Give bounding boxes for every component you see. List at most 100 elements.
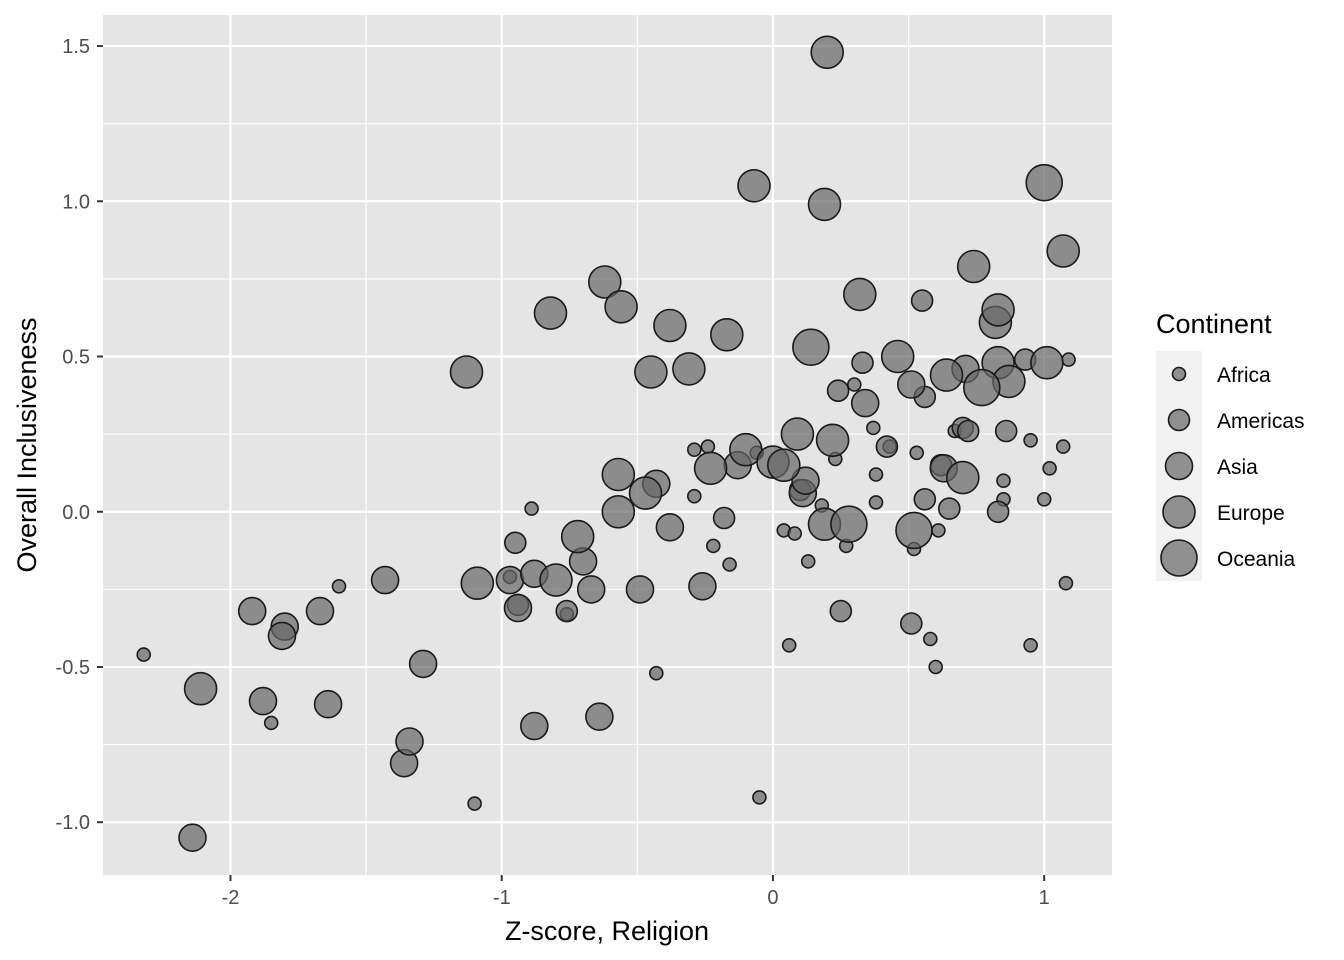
data-point xyxy=(791,466,820,496)
data-point xyxy=(555,599,579,623)
data-point xyxy=(956,249,991,284)
data-point xyxy=(913,487,937,511)
data-point xyxy=(994,419,1018,443)
data-point xyxy=(539,563,573,597)
data-point xyxy=(846,377,862,392)
data-point xyxy=(370,565,400,595)
data-point xyxy=(896,370,926,399)
data-point xyxy=(1025,163,1063,202)
major-gridlines xyxy=(103,15,1112,875)
y-axis-title: Overall Inclusiveness xyxy=(12,317,42,572)
data-point xyxy=(503,531,527,555)
data-point xyxy=(1042,460,1057,476)
data-point xyxy=(533,296,568,330)
data-point xyxy=(585,702,614,732)
data-point xyxy=(829,599,853,623)
data-point xyxy=(560,519,595,554)
y-tick-label: 1.5 xyxy=(62,36,90,58)
data-point xyxy=(519,711,549,741)
data-point xyxy=(868,495,884,510)
x-axis: -2 -1 0 1 xyxy=(222,875,1050,909)
data-point xyxy=(688,571,717,601)
data-point xyxy=(910,289,934,312)
data-point xyxy=(981,293,1015,327)
data-point xyxy=(601,457,636,492)
data-point xyxy=(937,497,961,520)
data-point xyxy=(408,649,438,679)
data-point xyxy=(945,460,980,495)
data-point xyxy=(810,35,845,70)
data-point xyxy=(752,790,767,805)
data-point xyxy=(653,308,687,343)
data-point xyxy=(672,352,706,386)
legend-key-symbol xyxy=(1171,366,1187,382)
legend-label: Africa xyxy=(1217,364,1271,387)
data-point xyxy=(686,442,702,458)
data-point xyxy=(648,665,664,681)
legend-label: Americas xyxy=(1217,410,1305,433)
x-tick-label: 0 xyxy=(767,887,778,909)
data-point xyxy=(868,467,884,482)
legend-label: Asia xyxy=(1217,456,1258,479)
data-point xyxy=(842,277,877,312)
data-point xyxy=(1061,352,1076,367)
data-point xyxy=(601,494,636,529)
data-point xyxy=(931,523,946,538)
data-point xyxy=(709,317,744,352)
data-point xyxy=(331,578,347,594)
data-point xyxy=(495,565,525,595)
data-point xyxy=(722,557,737,572)
x-tick-label: -1 xyxy=(493,887,511,909)
y-tick-label: -0.5 xyxy=(56,657,90,679)
legend-key-symbol xyxy=(1167,408,1191,432)
data-point xyxy=(787,526,803,541)
data-point xyxy=(922,631,938,647)
data-point xyxy=(1023,432,1038,448)
x-axis-title: Z-score, Religion xyxy=(505,916,709,946)
data-point xyxy=(792,328,830,367)
data-point xyxy=(686,488,702,504)
data-point xyxy=(625,575,655,604)
data-point xyxy=(313,689,343,719)
data-point xyxy=(267,621,297,651)
data-points xyxy=(136,35,1080,853)
data-point xyxy=(305,596,335,626)
data-point xyxy=(183,671,218,706)
data-point xyxy=(880,339,915,374)
legend: Continent Africa Americas Asia Europe Oceani… xyxy=(1156,309,1305,581)
data-point xyxy=(962,368,1001,407)
legend-label: Europe xyxy=(1217,502,1285,525)
data-point xyxy=(929,358,964,392)
data-point xyxy=(737,169,771,203)
x-tick-label: -2 xyxy=(222,887,240,909)
data-point xyxy=(705,538,721,554)
plot-panel xyxy=(103,15,1112,875)
data-point xyxy=(895,511,933,550)
data-point xyxy=(1023,637,1038,653)
data-point xyxy=(576,575,606,604)
y-tick-label: 0.0 xyxy=(62,502,90,524)
data-point xyxy=(395,727,424,756)
data-point xyxy=(875,435,899,458)
data-point xyxy=(899,612,923,635)
data-point xyxy=(986,500,1010,524)
data-point xyxy=(712,506,736,530)
data-point xyxy=(237,596,267,626)
data-point xyxy=(467,796,482,811)
data-point xyxy=(248,686,278,716)
y-tick-label: 1.0 xyxy=(62,191,90,213)
data-point xyxy=(700,439,716,454)
data-point xyxy=(604,289,638,324)
data-point xyxy=(909,445,925,461)
data-point xyxy=(1055,439,1071,454)
data-point xyxy=(815,423,850,458)
x-tick-label: 1 xyxy=(1039,887,1050,909)
data-point xyxy=(503,593,533,623)
data-point xyxy=(587,265,622,299)
y-tick-label: -1.0 xyxy=(56,812,90,834)
data-point xyxy=(851,351,874,375)
data-point xyxy=(655,512,685,542)
data-point xyxy=(524,501,539,516)
data-point xyxy=(263,715,279,731)
data-point xyxy=(830,505,868,544)
